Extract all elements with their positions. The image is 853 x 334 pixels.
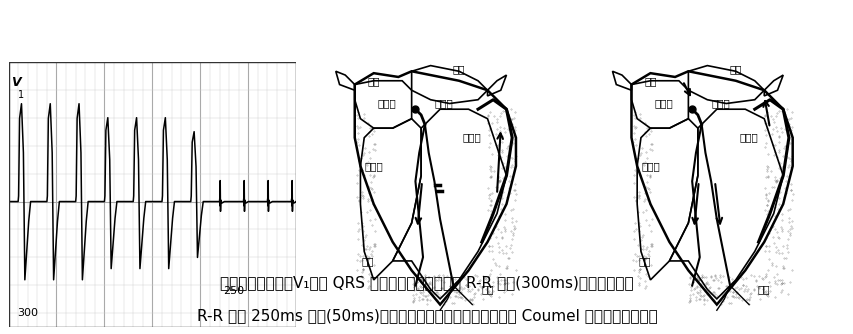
Text: 右室: 右室 — [638, 256, 650, 266]
Text: 1: 1 — [18, 90, 24, 100]
Text: 心动过速发作时，V₁导联 QRS 波群呈左束支阻滞型的 R-R 间期(300ms)较正常形态的: 心动过速发作时，V₁导联 QRS 波群呈左束支阻滞型的 R-R 间期(300ms… — [220, 275, 633, 290]
Text: 右束支: 右束支 — [641, 161, 659, 171]
Text: 左束支: 左束支 — [462, 133, 481, 143]
Text: V: V — [11, 76, 21, 89]
Text: 右房: 右房 — [367, 76, 380, 86]
Text: 希氏束: 希氏束 — [711, 99, 729, 109]
Text: 左室: 左室 — [481, 284, 493, 294]
Text: 右束支: 右束支 — [364, 161, 383, 171]
Text: 左房: 左房 — [728, 64, 741, 74]
Text: 房室结: 房室结 — [377, 99, 396, 109]
Text: 左房: 左房 — [452, 64, 465, 74]
Text: R-R 间期 250ms 延长(50ms)，提示旁道位于左侧游离壁，符合 Coumel 定律（引自陈玐）: R-R 间期 250ms 延长(50ms)，提示旁道位于左侧游离壁，符合 Cou… — [196, 308, 657, 323]
Text: 250: 250 — [223, 286, 244, 296]
Text: 右室: 右室 — [362, 256, 374, 266]
Text: 房室结: 房室结 — [653, 99, 672, 109]
Text: 希氏束: 希氏束 — [434, 99, 453, 109]
Text: 左束支: 左束支 — [739, 133, 757, 143]
Text: 左室: 左室 — [757, 284, 769, 294]
Text: 右房: 右房 — [643, 76, 656, 86]
Text: 300: 300 — [17, 308, 38, 318]
